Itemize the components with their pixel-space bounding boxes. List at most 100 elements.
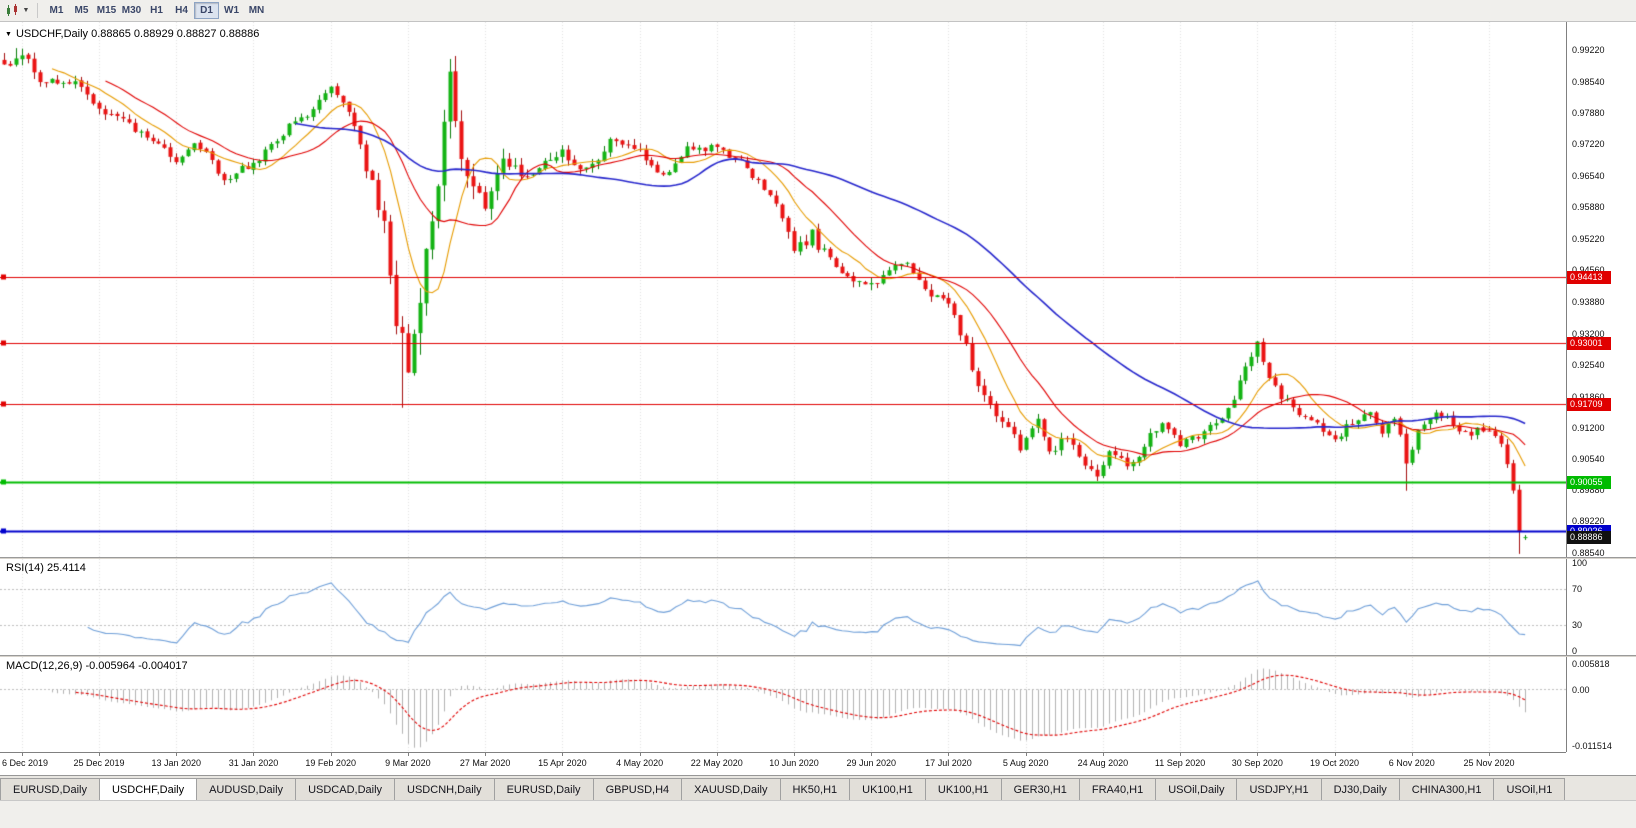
price-scale[interactable]: 0.99220 0.98540 0.97880 0.97220 0.96540 0.958… <box>1566 22 1636 752</box>
price-tick: 0.88540 <box>1572 548 1605 559</box>
date-label: 29 Jun 2020 <box>846 758 897 768</box>
date-label: 24 Aug 2020 <box>1077 758 1129 768</box>
date-label: 31 Jan 2020 <box>228 758 279 768</box>
date-tick-mark <box>1103 753 1104 756</box>
date-label: 5 Aug 2020 <box>1002 758 1049 768</box>
rsi-panel-canvas[interactable] <box>0 559 1566 655</box>
rsi-tick: 0 <box>1572 646 1578 656</box>
price-tick: 0.92540 <box>1572 359 1605 370</box>
timeframe-button-w1[interactable]: W1 <box>224 5 239 16</box>
date-label: 13 Jan 2020 <box>151 758 202 768</box>
chart-tab-bar: EURUSD,Daily USDCHF,Daily AUDUSD,Daily USDC… <box>0 775 1636 800</box>
date-tick-mark <box>408 753 409 756</box>
price-tick: 0.95220 <box>1572 233 1605 244</box>
price-tick: 0.93880 <box>1572 296 1605 307</box>
chart-type-icon[interactable] <box>4 3 20 19</box>
date-tick-mark <box>794 753 795 756</box>
status-bar <box>0 800 1636 828</box>
chart-tab-audusd-daily[interactable]: AUDUSD,Daily <box>196 778 297 800</box>
rsi-tick: 30 <box>1572 619 1583 630</box>
date-axis[interactable]: 6 Dec 2019 25 Dec 2019 13 Jan 2020 31 Jan 2… <box>0 752 1566 774</box>
timeframe-button-d1[interactable]: D1 <box>194 2 219 19</box>
timeframe-button-m30[interactable]: M30 <box>121 5 142 16</box>
date-label: 25 Dec 2019 <box>73 758 125 768</box>
date-tick-mark <box>1180 753 1181 756</box>
current-price-label[interactable]: 0.88886 <box>1567 531 1611 545</box>
chart-area: ▼ USDCHF,Daily 0.88865 0.88929 0.88827 0… <box>0 22 1636 774</box>
date-label: 10 Jun 2020 <box>769 758 819 768</box>
chart-tab-usdchf-daily[interactable]: USDCHF,Daily <box>98 778 198 800</box>
hline-price-label[interactable]: 0.93001 <box>1567 337 1611 351</box>
price-tick: 0.97220 <box>1572 139 1605 150</box>
timeframe-button-h4[interactable]: H4 <box>175 5 188 16</box>
price-tick: 0.90540 <box>1572 454 1605 465</box>
timeframe-button-m5[interactable]: M5 <box>74 5 89 16</box>
hline-price-label[interactable]: 0.91709 <box>1567 398 1611 412</box>
chart-tab-gbpusd-h4[interactable]: GBPUSD,H4 <box>592 778 683 800</box>
timeframe-group: M1 M5 M15 M30 H1 H4 D1 W1 MN <box>44 2 269 19</box>
date-tick-mark <box>176 753 177 756</box>
price-tick: 0.89220 <box>1572 516 1605 527</box>
timeframe-toolbar: ▼ M1 M5 M15 M30 H1 H4 D1 W1 MN <box>0 0 1636 22</box>
chart-tab-hk50-h1[interactable]: HK50,H1 <box>779 778 851 800</box>
panel-separator[interactable] <box>0 557 1636 559</box>
macd-tick: 0.005818 <box>1572 659 1610 669</box>
chart-title-collapse-icon[interactable]: ▼ <box>5 30 12 38</box>
date-tick-mark <box>1412 753 1413 756</box>
date-label: 11 Sep 2020 <box>1154 758 1206 768</box>
timeframe-button-m15[interactable]: M15 <box>96 5 117 16</box>
chart-tab-usoil-h1[interactable]: USOil,H1 <box>1493 778 1566 800</box>
date-tick-mark <box>1489 753 1490 756</box>
date-tick-mark <box>871 753 872 756</box>
date-tick-mark <box>1257 753 1258 756</box>
chart-tab-uk100-h1[interactable]: UK100,H1 <box>849 778 926 800</box>
macd-panel-canvas[interactable] <box>0 657 1566 752</box>
chart-tab-eurusd-daily[interactable]: EURUSD,Daily <box>0 778 100 800</box>
date-label: 4 May 2020 <box>616 758 664 768</box>
macd-indicator-label: MACD(12,26,9) -0.005964 -0.004017 <box>6 660 188 672</box>
macd-tick: 0.00 <box>1572 684 1590 695</box>
date-tick-mark <box>717 753 718 756</box>
hline-price-label[interactable]: 0.90055 <box>1567 476 1611 489</box>
chart-tab-eurusd-daily[interactable]: EURUSD,Daily <box>493 778 594 800</box>
chart-tab-fra40-h1[interactable]: FRA40,H1 <box>1078 778 1157 800</box>
chart-tab-usdcnh-daily[interactable]: USDCNH,Daily <box>394 778 495 800</box>
chart-tab-usdcad-daily[interactable]: USDCAD,Daily <box>295 778 396 800</box>
chart-tab-ger30-h1[interactable]: GER30,H1 <box>1000 778 1080 800</box>
price-tick: 0.93200 <box>1572 328 1605 339</box>
date-tick-mark <box>485 753 486 756</box>
toolbar-separator <box>37 3 38 18</box>
date-label: 19 Oct 2020 <box>1310 758 1360 768</box>
macd-tick: -0.011514 <box>1572 741 1612 751</box>
timeframe-button-h1[interactable]: H1 <box>150 5 163 16</box>
price-tick: 0.99220 <box>1572 44 1605 55</box>
chart-tab-dj30-daily[interactable]: DJ30,Daily <box>1320 778 1400 800</box>
timeframe-button-mn[interactable]: MN <box>248 5 265 16</box>
date-tick-mark <box>640 753 641 756</box>
hline-price-label[interactable]: 0.94413 <box>1567 270 1611 284</box>
price-chart-canvas[interactable] <box>0 22 1566 557</box>
chart-tab-xauusd-daily[interactable]: XAUUSD,Daily <box>681 778 781 800</box>
rsi-indicator-label: RSI(14) 25.4114 <box>6 562 86 574</box>
timeframe-button-m1[interactable]: M1 <box>49 5 64 16</box>
date-label: 22 May 2020 <box>690 758 743 768</box>
date-tick-mark <box>1335 753 1336 756</box>
rsi-tick: 100 <box>1572 558 1588 568</box>
price-tick: 0.89880 <box>1572 485 1605 496</box>
date-label: 27 Mar 2020 <box>459 758 511 768</box>
price-tick: 0.96540 <box>1572 171 1605 182</box>
chart-tab-china300-h1[interactable]: CHINA300,H1 <box>1398 778 1495 800</box>
chart-tab-usoil-daily[interactable]: USOil,Daily <box>1155 778 1238 800</box>
chart-tab-usdjpy-h1[interactable]: USDJPY,H1 <box>1236 778 1322 800</box>
price-tick: 0.91860 <box>1572 391 1605 402</box>
date-tick-mark <box>1026 753 1027 756</box>
chart-type-dropdown-icon[interactable]: ▼ <box>22 7 30 14</box>
date-label: 6 Nov 2020 <box>1388 758 1435 768</box>
price-tick: 0.97880 <box>1572 108 1605 119</box>
chart-tab-uk100-h1[interactable]: UK100,H1 <box>924 778 1002 800</box>
date-label: 6 Dec 2019 <box>2 758 49 768</box>
date-label: 30 Sep 2020 <box>1231 758 1283 768</box>
date-label: 17 Jul 2020 <box>925 758 972 768</box>
panel-separator[interactable] <box>0 655 1636 657</box>
